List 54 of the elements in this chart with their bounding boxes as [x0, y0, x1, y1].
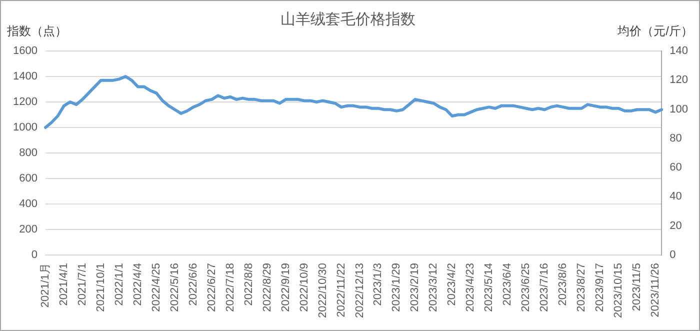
x-tick-label: 2023/10/15 — [612, 262, 625, 318]
x-tick-label: 2022/9/19 — [280, 262, 292, 312]
x-tick-label: 2023/1/29 — [390, 262, 403, 312]
x-tick-label: 2022/5/16 — [168, 262, 181, 312]
y2-tick-label: 0 — [670, 248, 676, 261]
x-tick-label: 2023/11/5 — [631, 262, 644, 312]
y-tick-label: 600 — [19, 172, 38, 184]
y2-tick-label: 80 — [670, 132, 682, 144]
y2-axis-title: 均价（元/斤） — [618, 23, 693, 40]
y-tick-label: 1400 — [12, 70, 38, 83]
x-tick-label: 2022/12/13 — [354, 262, 366, 318]
x-tick-label: 2023/9/17 — [594, 262, 606, 312]
x-tick-label: 2021/10/1 — [94, 262, 107, 312]
x-tick-label: 2022/6/27 — [206, 262, 218, 312]
x-tick-label: 2021/7/1 — [76, 262, 88, 306]
x-tick-label: 2023/11/26 — [650, 262, 662, 318]
x-tick-label: 2022/6/6 — [187, 262, 200, 306]
y-axis-title: 指数（点） — [7, 23, 67, 40]
x-tick-label: 2022/8/8 — [242, 262, 255, 306]
x-tick-label: 2022/4/25 — [150, 262, 162, 312]
x-tick-label: 2022/10/9 — [298, 262, 310, 312]
y2-tick-label: 120 — [670, 74, 688, 86]
y2-tick-label: 20 — [670, 220, 682, 232]
y2-tick-label: 40 — [670, 190, 682, 203]
y-tick-label: 1000 — [12, 122, 38, 134]
x-tick-label: 2023/4/23 — [464, 262, 477, 312]
x-tick-label: 2023/2/19 — [409, 262, 422, 312]
y-tick-label: 400 — [19, 198, 38, 210]
x-tick-label: 2023/6/25 — [520, 262, 532, 312]
x-tick-label: 2022/10/30 — [316, 262, 329, 318]
x-tick-label: 2021/1月 — [40, 262, 52, 308]
y-tick-label: 800 — [19, 147, 38, 160]
x-tick-label: 2022/1/1 — [113, 262, 126, 306]
x-tick-label: 2022/11/22 — [335, 262, 348, 318]
y-tick-label: 0 — [31, 248, 38, 261]
y-tick-label: 1200 — [12, 96, 38, 108]
y-tick-label: 1600 — [12, 45, 38, 58]
x-tick-label: 2022/8/29 — [261, 262, 274, 312]
x-tick-label: 2023/3/12 — [428, 262, 440, 312]
y-tick-label: 200 — [19, 223, 38, 236]
chart-title: 山羊绒套毛价格指数 — [280, 10, 416, 28]
x-tick-label: 2023/4/2 — [446, 262, 458, 306]
x-tick-label: 2023/8/6 — [557, 262, 570, 306]
x-tick-label: 2023/8/27 — [576, 262, 588, 312]
x-tick-label: 2023/1/3 — [372, 262, 384, 306]
x-tick-label: 2023/5/14 — [483, 262, 496, 312]
x-tick-label: 2022/7/18 — [224, 262, 236, 312]
y2-tick-label: 60 — [670, 162, 682, 174]
x-tick-label: 2022/4/4 — [132, 262, 144, 306]
x-tick-label: 2023/7/16 — [538, 262, 551, 312]
x-tick-label: 2021/4/1 — [58, 262, 70, 306]
y2-tick-label: 140 — [670, 45, 688, 58]
x-tick-label: 2023/6/4 — [502, 262, 514, 306]
y2-tick-label: 100 — [670, 103, 688, 116]
